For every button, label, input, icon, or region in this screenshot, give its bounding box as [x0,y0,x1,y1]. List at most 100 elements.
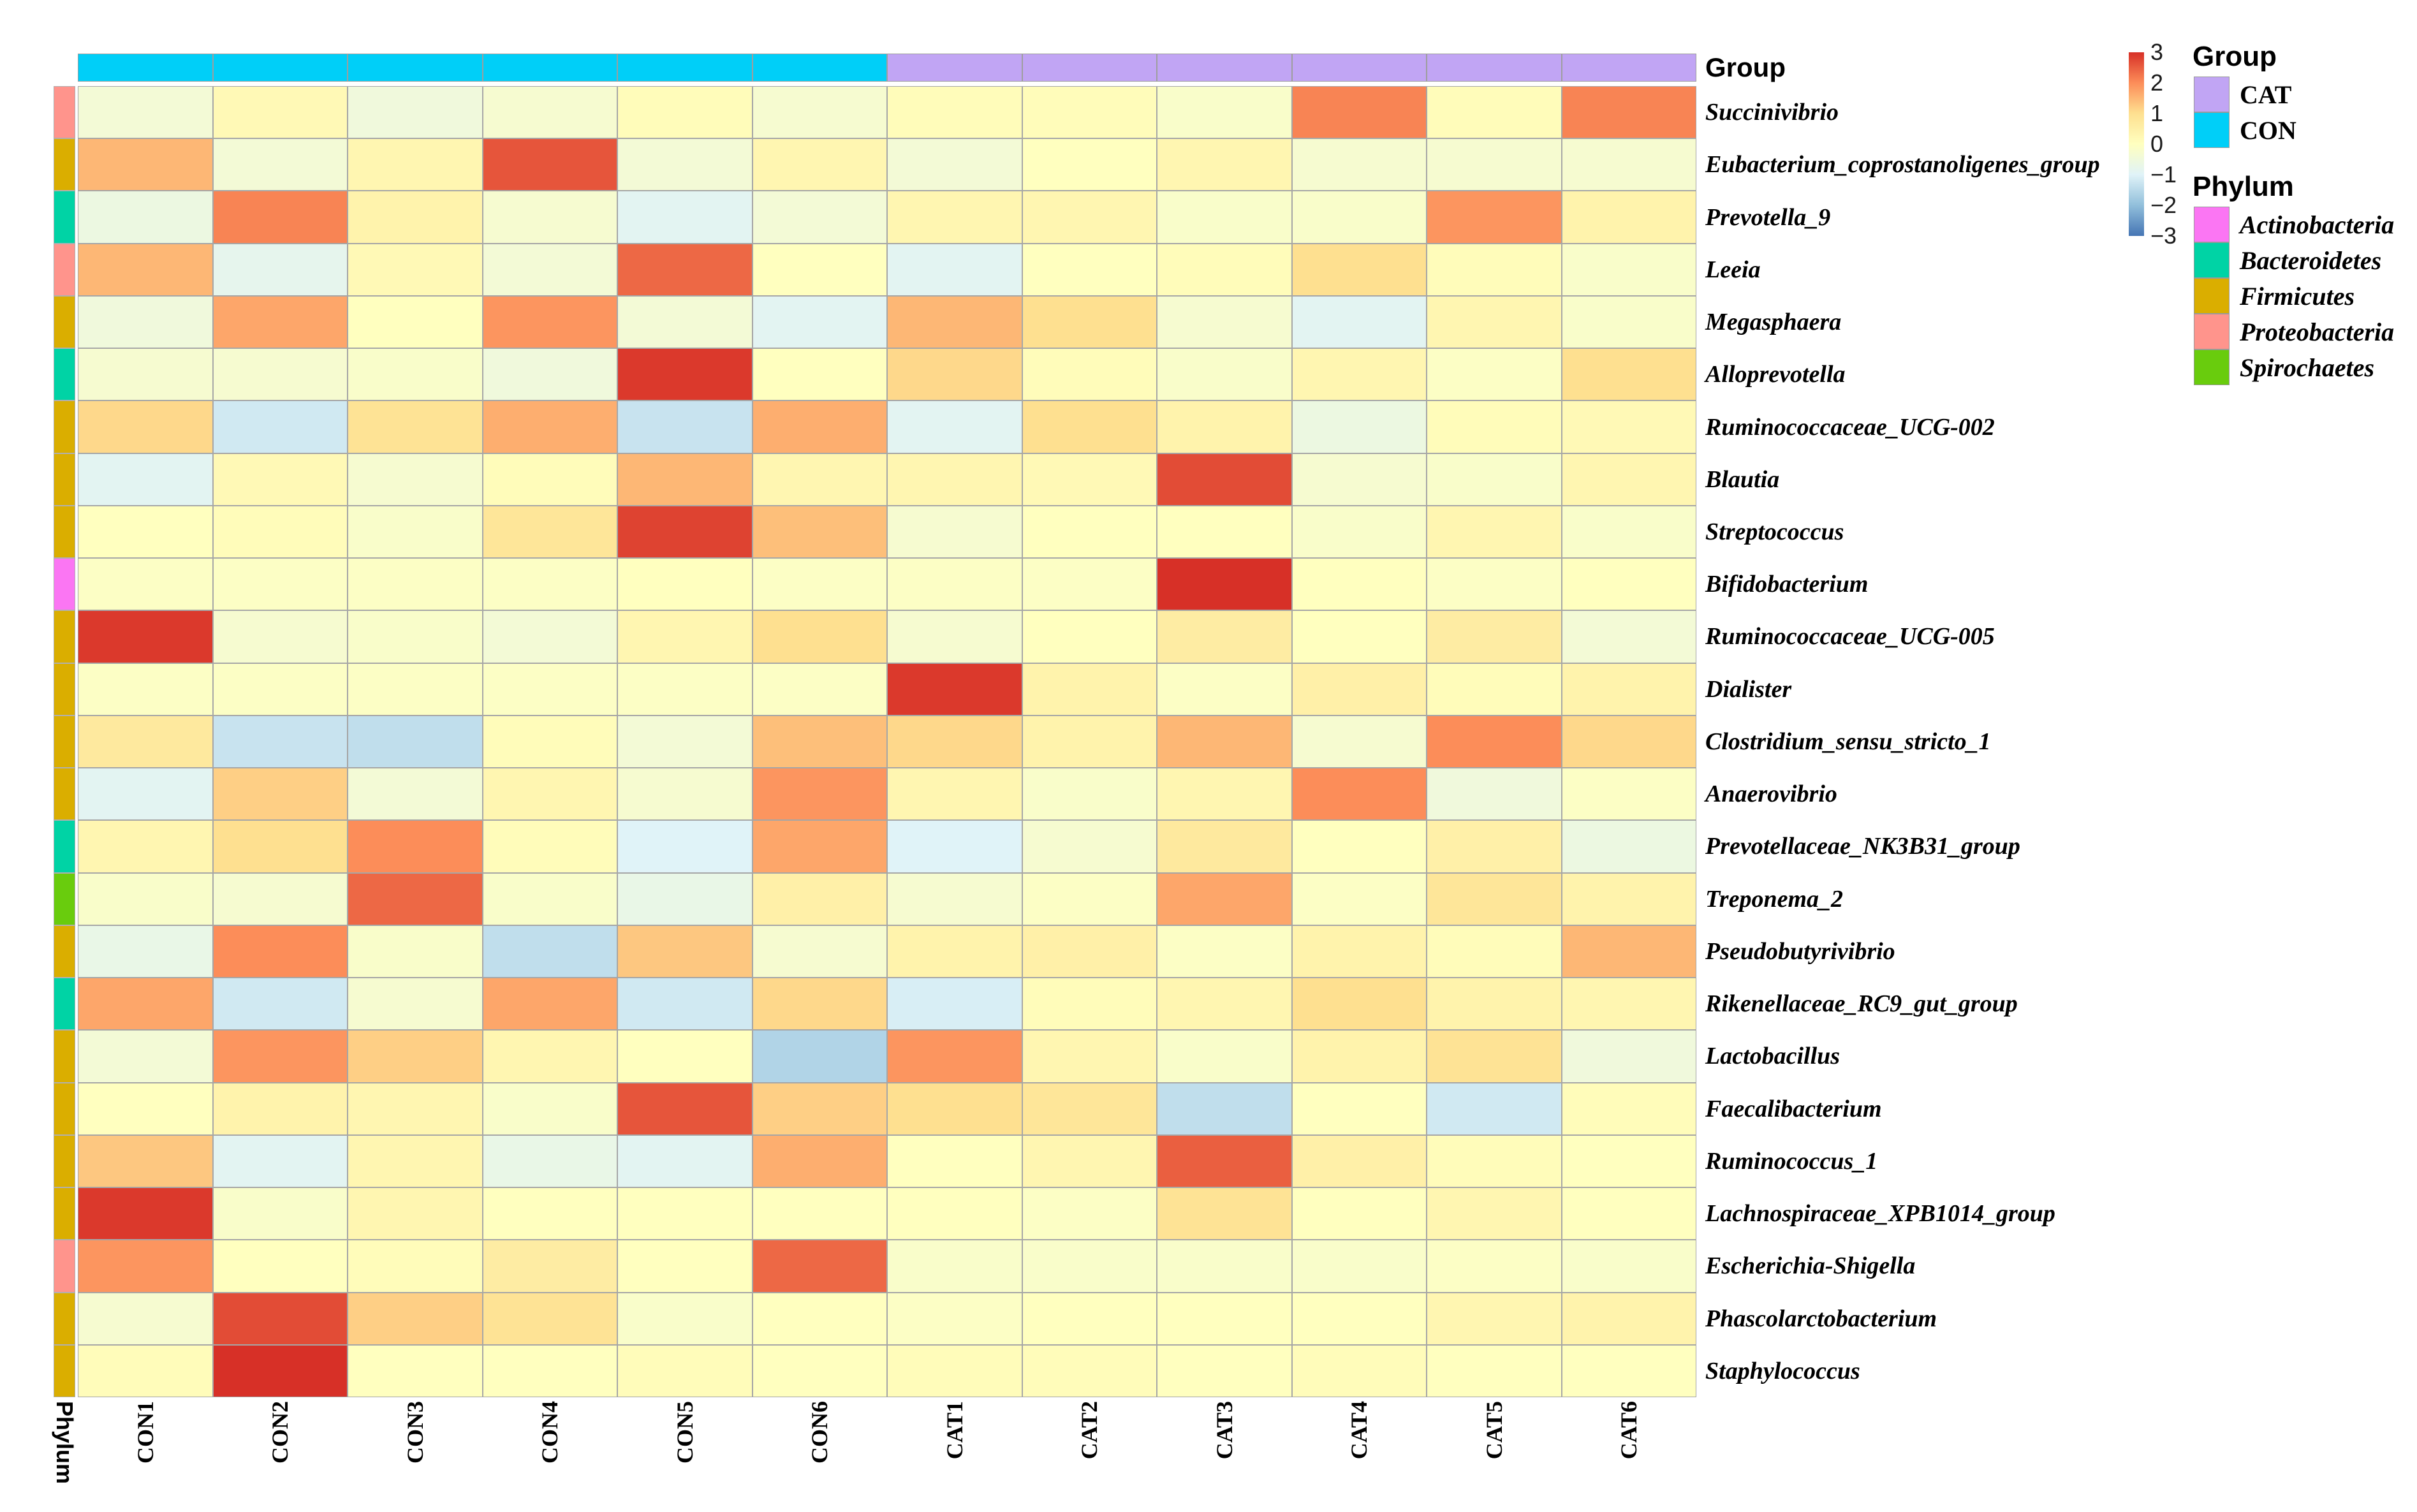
heatmap-cell [212,610,348,663]
row-label: Megasphaera [1705,309,1842,336]
heatmap-cell [348,348,483,401]
heatmap-cell [1427,348,1562,401]
heatmap-cell [887,768,1022,821]
heatmap-cell [212,925,348,978]
legend-item: Bacteroidetes [2194,242,2394,278]
heatmap-cell [482,348,617,401]
column-label: CAT2 [1022,1401,1157,1511]
heatmap-cell [482,1030,617,1083]
heatmap-cell [887,1292,1022,1345]
heatmap-cell [887,505,1022,559]
heatmap-cell [887,1344,1022,1397]
heatmap-cell [1157,243,1292,296]
heatmap-cell [1157,820,1292,873]
heatmap-cell [212,1292,348,1345]
heatmap-cell [1157,715,1292,768]
heatmap-cell [1157,610,1292,663]
heatmap-cell [78,1134,213,1188]
legend-item-label: Proteobacteria [2240,317,2395,346]
heatmap-cell [1291,1240,1427,1293]
heatmap-cell [1157,1292,1292,1345]
heatmap-cell [617,925,753,978]
column-label: CON3 [348,1401,483,1511]
heatmap-cell [212,453,348,506]
phylum-annotation-cell [54,558,75,611]
heatmap-cell [482,1134,617,1188]
heatmap-cell [1291,348,1427,401]
phylum-annotation-cell [54,820,75,873]
heatmap-cell [212,715,348,768]
heatmap-cell [1427,872,1562,925]
heatmap-cell [1427,978,1562,1031]
heatmap-cell [752,872,887,925]
heatmap-cell [212,558,348,611]
heatmap-cell [887,978,1022,1031]
heatmap-cell [1022,1344,1157,1397]
heatmap-cell [1427,295,1562,349]
heatmap-cell [212,191,348,244]
row-label: Faecalibacterium [1705,1095,1882,1122]
heatmap-cell [212,348,348,401]
group-annotation-title: Group [1705,52,1786,82]
legend-swatch [2194,242,2230,278]
legend-swatch [2194,278,2230,314]
legend-item-label: CAT [2240,80,2292,109]
row-label: Pseudobutyrivibrio [1705,937,1895,965]
row-label: Blautia [1705,466,1780,493]
row-label: Bifidobacterium [1705,571,1869,598]
row-label: Succinivibrio [1705,99,1839,126]
heatmap-cell [348,453,483,506]
legend-item: Spirochaetes [2194,349,2394,385]
heatmap-cell [887,400,1022,453]
heatmap-cell [482,820,617,873]
phylum-annotation-title: Phylum [52,1401,78,1484]
heatmap-cell [1022,138,1157,191]
phylum-annotation-cell [54,768,75,821]
heatmap-cell [887,1240,1022,1293]
legend-item-label: CON [2240,115,2296,145]
heatmap-cell [887,1134,1022,1188]
heatmap-cell [1427,1134,1562,1188]
column-label: CON2 [213,1401,348,1511]
heatmap-cell [348,400,483,453]
group-annotation-segment [482,54,617,82]
phylum-annotation-cell [54,400,75,453]
heatmap-cell [348,768,483,821]
heatmap-cell [752,1134,887,1188]
heatmap-cell [348,191,483,244]
heatmap-cell [212,243,348,296]
colorbar-tick-label: −1 [2150,161,2177,187]
heatmap-cell [617,1292,753,1345]
legend-item-label: Spirochaetes [2240,353,2375,382]
heatmap-cell [482,453,617,506]
heatmap-cell [1022,1187,1157,1240]
heatmap-cell [212,505,348,559]
heatmap-cell [212,978,348,1031]
heatmap-grid [78,86,1696,1397]
heatmap-cell [887,663,1022,716]
heatmap-cell [348,1134,483,1188]
heatmap-cell [752,191,887,244]
heatmap-cell [1157,400,1292,453]
heatmap-cell [78,1240,213,1293]
heatmap-cell [1291,1134,1427,1188]
heatmap-cell [1427,820,1562,873]
row-label: Lactobacillus [1705,1043,1840,1070]
heatmap-cell [887,872,1022,925]
heatmap-cell [617,138,753,191]
heatmap-cell [1427,663,1562,716]
phylum-legend: Actinobacteria Bacteroidetes Firmicutes Pro… [2194,207,2394,385]
heatmap-cell [1561,86,1696,139]
colorbar-tick-label: 2 [2150,70,2164,96]
heatmap-cell [78,663,213,716]
heatmap-cell [1157,138,1292,191]
heatmap-cell [78,86,213,139]
heatmap-cell [482,1240,617,1293]
heatmap-cell [212,1344,348,1397]
column-label-text: CON2 [267,1401,293,1464]
heatmap-cell [752,820,887,873]
heatmap-cell [617,1030,753,1083]
heatmap-cell [1291,191,1427,244]
row-label: Staphylococcus [1705,1357,1860,1384]
